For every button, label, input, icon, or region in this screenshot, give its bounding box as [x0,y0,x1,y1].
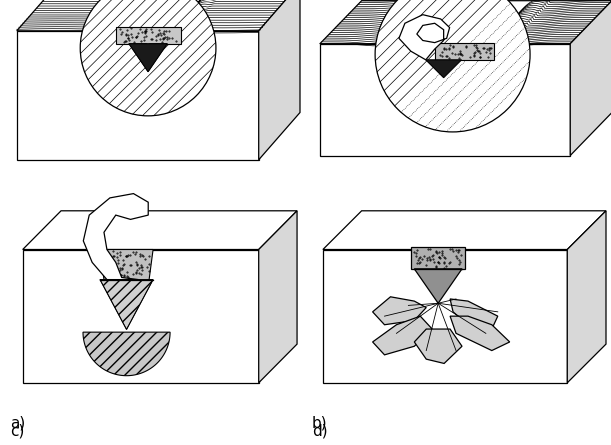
Text: c): c) [10,423,24,438]
Polygon shape [16,0,300,31]
Polygon shape [129,44,148,72]
Polygon shape [100,250,153,279]
Circle shape [375,0,530,132]
Polygon shape [83,194,148,279]
Polygon shape [115,27,180,44]
Polygon shape [414,329,462,364]
Polygon shape [83,332,170,376]
Polygon shape [100,279,153,329]
Polygon shape [570,1,611,155]
Polygon shape [323,211,606,250]
Polygon shape [258,211,297,383]
Polygon shape [450,299,498,329]
Polygon shape [323,250,567,383]
Circle shape [80,0,216,116]
Polygon shape [16,31,258,160]
Polygon shape [129,44,167,72]
Polygon shape [399,15,450,60]
Polygon shape [373,297,426,325]
Polygon shape [148,44,167,72]
Polygon shape [258,0,300,160]
Polygon shape [434,43,494,60]
Text: d): d) [312,423,327,438]
Polygon shape [567,211,606,383]
Polygon shape [23,211,297,250]
Text: b): b) [312,415,327,430]
Polygon shape [426,60,461,78]
Polygon shape [450,316,510,351]
Polygon shape [23,250,258,383]
Polygon shape [320,1,611,44]
Text: a): a) [10,415,25,430]
Polygon shape [411,247,465,269]
Polygon shape [373,316,432,355]
Polygon shape [414,269,462,303]
Polygon shape [320,44,570,155]
